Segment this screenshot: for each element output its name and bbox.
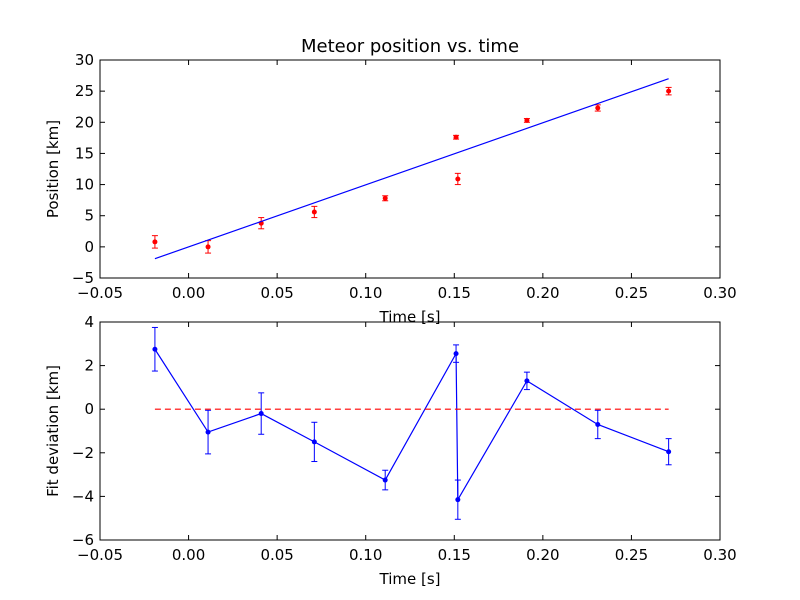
top-chart-title: Meteor position vs. time xyxy=(301,36,519,57)
bottom-chart-data-point xyxy=(524,378,530,384)
bottom-chart-data-point xyxy=(205,429,211,435)
top-chart-y-tick-label: 30 xyxy=(75,51,94,69)
top-chart-x-tick-label: −0.05 xyxy=(77,284,123,302)
bottom-chart-y-tick-label: 2 xyxy=(84,357,94,375)
bottom-chart-y-tick-label: −6 xyxy=(72,531,94,549)
bottom-chart-data-point xyxy=(595,421,601,427)
top-chart-data-point xyxy=(666,88,672,94)
top-chart-x-tick-label: 0.15 xyxy=(438,284,471,302)
top-chart-y-tick-label: 10 xyxy=(75,176,94,194)
bottom-chart-data-point xyxy=(311,439,317,445)
bottom-chart-y-tick-label: 4 xyxy=(84,313,94,331)
top-chart-position-vs-time: −0.05 0.00 0.05 0.10 0.15 0.20 0.25 0.30 −5 0 5 10 1… xyxy=(72,51,737,302)
top-chart-data-point xyxy=(152,239,158,245)
bottom-chart-x-tick-label: 0.20 xyxy=(526,546,559,564)
bottom-chart-plot-frame xyxy=(99,321,721,541)
top-chart-y-tick-label: 0 xyxy=(84,238,94,256)
top-chart-y-tick-label: 25 xyxy=(75,82,94,100)
top-chart-data-point xyxy=(382,195,388,201)
top-chart-x-tick-label: 0.20 xyxy=(526,284,559,302)
bottom-chart-series-0 xyxy=(151,326,672,520)
top-chart-series-1 xyxy=(154,78,669,260)
top-chart-y-tick-label: −5 xyxy=(72,269,94,287)
top-chart-plot-frame xyxy=(99,59,721,279)
bottom-chart-y-tick-label: −4 xyxy=(72,487,94,505)
bottom-chart-y-axis-label: Fit deviation [km] xyxy=(44,365,62,497)
top-chart-x-tick-label: 0.00 xyxy=(172,284,205,302)
bottom-chart-x-tick-label: 0.00 xyxy=(172,546,205,564)
bottom-chart-data-point xyxy=(666,449,672,455)
top-chart-x-tick-label: 0.05 xyxy=(260,284,293,302)
bottom-chart-x-tick-label: 0.30 xyxy=(703,546,736,564)
top-chart-y-tick-label: 5 xyxy=(84,207,94,225)
top-chart-y-tick-label: 20 xyxy=(75,113,94,131)
top-chart-x-tick-label: 0.30 xyxy=(703,284,736,302)
top-chart-data-point xyxy=(311,209,317,215)
top-chart-data-point xyxy=(524,117,530,123)
top-chart-series-1-line xyxy=(154,78,669,260)
bottom-chart-x-tick-label: 0.10 xyxy=(349,546,382,564)
bottom-chart-y-tick-label: 0 xyxy=(84,400,94,418)
top-chart-y-axis-label: Position [km] xyxy=(44,120,62,218)
bottom-chart-data-point xyxy=(382,477,388,483)
bottom-chart-data-point xyxy=(258,411,264,417)
bottom-chart-y-tick-label: −2 xyxy=(72,444,94,462)
top-chart-y-tick-label: 15 xyxy=(75,144,94,162)
bottom-chart-x-tick-label: −0.05 xyxy=(77,546,123,564)
bottom-chart-x-axis-label: Time [s] xyxy=(379,570,441,588)
top-chart-data-point xyxy=(205,244,211,250)
top-chart-data-point xyxy=(455,176,461,182)
bottom-chart-data-point xyxy=(455,497,461,503)
bottom-chart-x-tick-label: 0.05 xyxy=(260,546,293,564)
bottom-chart-data-point xyxy=(152,346,158,352)
bottom-chart-fit-deviation: −0.05 0.00 0.05 0.10 0.15 0.20 0.25 0.30 −6 −4 −2 0… xyxy=(72,313,737,564)
top-chart-x-tick-label: 0.10 xyxy=(349,284,382,302)
bottom-chart-x-tick-label: 0.25 xyxy=(615,546,648,564)
top-chart-data-point xyxy=(595,105,601,111)
top-chart-x-tick-label: 0.25 xyxy=(615,284,648,302)
top-chart-series-0 xyxy=(151,86,672,254)
top-chart-data-point xyxy=(453,134,459,140)
bottom-chart-data-point xyxy=(453,351,459,357)
top-chart-x-axis-label: Time [s] xyxy=(379,308,441,326)
bottom-chart-series-0-line xyxy=(154,348,669,502)
bottom-chart-x-tick-label: 0.15 xyxy=(438,546,471,564)
